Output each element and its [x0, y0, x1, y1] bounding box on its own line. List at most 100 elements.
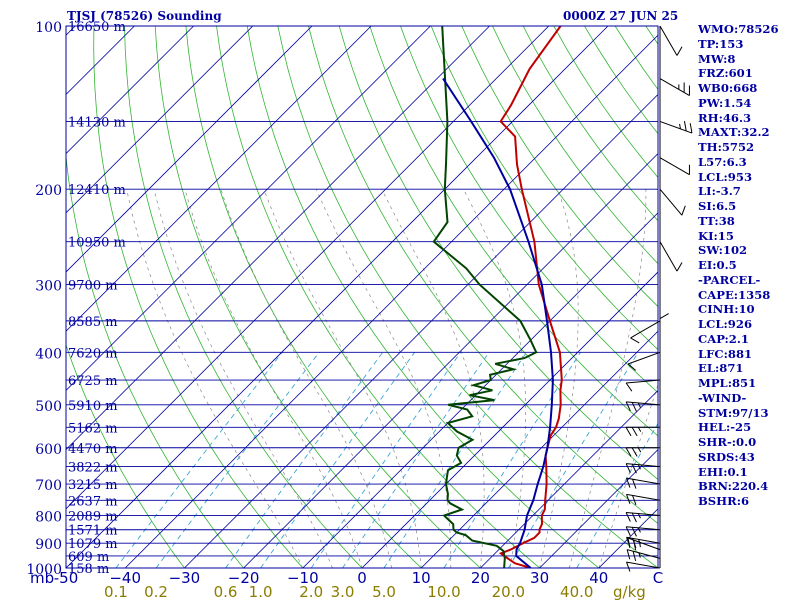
barb-feather — [676, 46, 683, 56]
dry-adiabat — [124, 26, 363, 568]
pressure-tick-label: 800 — [35, 509, 62, 525]
barb-shaft — [626, 512, 661, 516]
barb-feather — [631, 527, 637, 537]
sounding-index: STM:97/13 — [698, 405, 769, 420]
wind-barb — [627, 351, 661, 371]
barb-shaft — [659, 120, 693, 134]
moist-adiabat — [463, 189, 526, 568]
mixing-ratio-label: 5.0 — [372, 583, 396, 600]
chart-time: 0000Z 27 JUN 25 — [563, 9, 678, 23]
sounding-index: PW:1.54 — [698, 95, 752, 110]
sounding-index: BSHR:6 — [698, 494, 750, 508]
wind-barb — [626, 493, 661, 506]
temperature-tick-label: −10 — [287, 569, 319, 587]
wind-barb — [625, 426, 660, 437]
sounding-index: LFC:881 — [698, 346, 753, 361]
height-label: 7620 m — [68, 346, 118, 361]
wind-barb — [659, 241, 683, 272]
barb-shaft — [627, 351, 661, 365]
mixing-ratio-label: 0.6 — [214, 583, 238, 600]
barb-feather — [676, 262, 683, 272]
sounding-index: EHI:0.1 — [698, 464, 748, 479]
mixing-ratio-label: 20.0 — [492, 583, 525, 600]
isotherm — [420, 330, 658, 568]
chart-grid — [0, 26, 658, 568]
moist-adiabat — [263, 189, 422, 568]
barb-feather — [626, 494, 631, 504]
wind-barb — [625, 526, 661, 537]
mixing-ratio-label: 0.1 — [104, 583, 128, 600]
sounding-indices-panel: WMO:78526 TP:153 MW:8 FRZ:601 WB0:668 PW:1.54… — [698, 22, 800, 509]
sounding-index: SI:6.5 — [698, 199, 737, 213]
barb-feather — [638, 539, 641, 545]
mixing-ratio-label: 40.0 — [560, 583, 593, 600]
moist-adiabat — [315, 189, 452, 568]
wind-barb — [659, 157, 690, 176]
barb-feather — [631, 463, 637, 474]
isotherm — [66, 26, 550, 510]
sounding-index: TP:153 — [698, 36, 744, 51]
wind-barb — [625, 463, 661, 474]
chart-title: TJSJ (78526) Sounding — [67, 9, 222, 23]
mixing-ratio-line — [115, 352, 283, 568]
chart-series — [432, 26, 563, 568]
barb-shaft — [659, 188, 683, 216]
height-label: 12410 m — [68, 183, 126, 198]
unit-label: mb — [30, 569, 54, 587]
sounding-index: LI:-3.7 — [698, 184, 741, 199]
height-label: 5162 m — [68, 421, 118, 436]
height-label: 16650 m — [68, 20, 126, 35]
pressure-tick-label: 1000 — [26, 562, 62, 578]
barb-feather — [632, 495, 637, 506]
pressure-tick-label: 600 — [35, 442, 62, 458]
barb-feather — [637, 447, 642, 453]
pressure-tick-label: 500 — [35, 399, 62, 415]
mixing-ratio-label: 10.0 — [427, 583, 460, 600]
wind-barb — [626, 536, 661, 548]
barb-feather — [637, 527, 641, 533]
barb-shaft — [626, 493, 661, 501]
sounding-index: SW:102 — [698, 243, 748, 258]
barb-feather — [683, 121, 687, 132]
height-label: 1079 m — [68, 537, 118, 552]
barb-feather — [625, 447, 632, 457]
sounding-index: MAXT:32.2 — [698, 125, 770, 140]
barb-feather — [627, 363, 637, 371]
barb-shaft — [626, 379, 661, 384]
mixing-ratio-label: 3.0 — [331, 583, 355, 600]
height-label: 10950 m — [68, 236, 126, 251]
height-label: 4470 m — [68, 442, 118, 457]
sounding-index: TT:38 — [698, 213, 735, 228]
series-dewpoint — [432, 26, 538, 568]
isotherm — [0, 26, 16, 568]
barb-feather — [638, 552, 641, 558]
barb-feather — [637, 402, 641, 408]
barb-shaft — [626, 561, 661, 569]
mixing-ratio-line — [225, 352, 384, 568]
isotherm — [184, 93, 658, 568]
barb-feather — [625, 427, 632, 437]
moist-adiabat — [539, 189, 579, 568]
pressure-tick-label: 900 — [35, 537, 62, 553]
temperature-tick-label: 40 — [589, 569, 608, 587]
mixing-ratio-line — [508, 352, 639, 568]
sounding-index: RH:46.3 — [698, 110, 752, 125]
height-label: 158 m — [68, 562, 109, 577]
wind-barb — [625, 379, 661, 392]
mixing-ratio-line — [260, 352, 415, 568]
sounding-index: EL:871 — [698, 361, 744, 376]
dry-adiabat — [93, 26, 304, 568]
barb-feather — [689, 123, 693, 134]
moist-adiabat — [568, 189, 647, 568]
wind-barb — [659, 188, 686, 216]
wind-barbs — [625, 25, 693, 572]
isotherm — [539, 449, 658, 568]
mixing-ratio-line — [342, 352, 490, 568]
sounding-index: MW:8 — [698, 51, 736, 66]
barb-feather — [631, 427, 638, 437]
sounding-index: EI:0.5 — [698, 258, 737, 272]
barb-feather — [626, 477, 631, 488]
barb-feather — [625, 382, 633, 392]
temperature-tick-label: C — [653, 569, 663, 587]
